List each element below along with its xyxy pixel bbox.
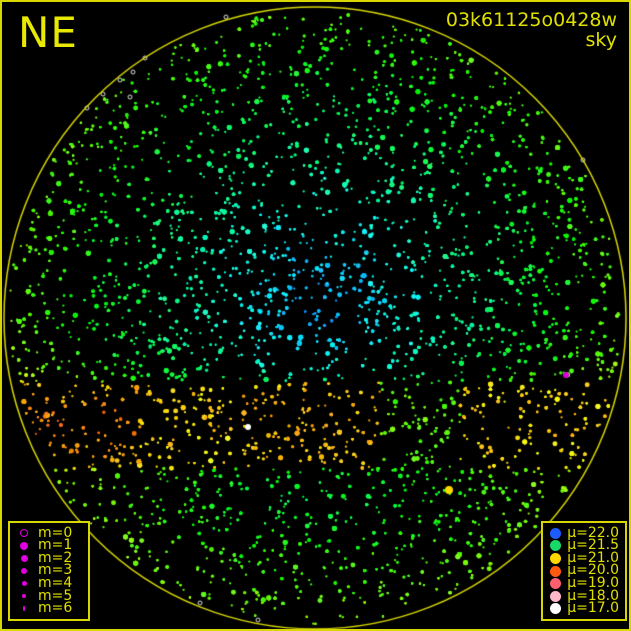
- brightness-legend-item: μ=21.0: [549, 549, 619, 566]
- brightness-swatch-icon: [549, 590, 561, 602]
- brightness-label: μ=22.0: [567, 524, 619, 541]
- magnitude-label: m=4: [38, 574, 73, 591]
- brightness-legend-item: μ=19.0: [549, 574, 619, 591]
- magnitude-symbol-icon: [16, 606, 32, 612]
- brightness-swatch-icon: [549, 527, 561, 539]
- magnitude-legend: m=0 m=1 m=2 m=3 m=4 m=5 m=6: [8, 521, 90, 621]
- magnitude-symbol-icon: [16, 541, 32, 550]
- magnitude-legend-item: m=2: [16, 549, 82, 566]
- brightness-label: μ=21.5: [567, 537, 619, 554]
- brightness-legend-item: μ=18.0: [549, 587, 619, 604]
- brightness-swatch-icon: [549, 603, 561, 615]
- magnitude-label: m=2: [38, 549, 73, 566]
- brightness-swatch-icon: [549, 578, 561, 590]
- brightness-legend-item: μ=22.0: [549, 524, 619, 541]
- brightness-swatch-icon: [549, 565, 561, 577]
- image-info: 03k61125o0428w sky: [446, 10, 617, 50]
- brightness-legend-item: μ=17.0: [549, 600, 619, 617]
- brightness-label: μ=21.0: [567, 549, 619, 566]
- magnitude-symbol-icon: [16, 594, 32, 599]
- magnitude-label: m=1: [38, 537, 73, 554]
- magnitude-label: m=5: [38, 587, 73, 604]
- magnitude-symbol-icon: [16, 529, 32, 538]
- magnitude-symbol-icon: [16, 581, 32, 587]
- magnitude-legend-item: m=6: [16, 600, 82, 617]
- magnitude-legend-item: m=5: [16, 587, 82, 604]
- magnitude-symbol-icon: [16, 554, 32, 562]
- magnitude-legend-item: m=3: [16, 562, 82, 579]
- brightness-label: μ=19.0: [567, 574, 619, 591]
- image-id: 03k61125o0428w: [445, 9, 617, 31]
- direction-label: NE: [18, 8, 78, 57]
- magnitude-label: m=6: [38, 600, 73, 617]
- brightness-swatch-icon: [549, 540, 561, 552]
- brightness-label: μ=17.0: [567, 600, 619, 617]
- magnitude-legend-item: m=0: [16, 524, 82, 541]
- brightness-label: μ=20.0: [567, 562, 619, 579]
- image-type: sky: [585, 29, 617, 51]
- magnitude-legend-item: m=4: [16, 574, 82, 591]
- magnitude-legend-item: m=1: [16, 537, 82, 554]
- magnitude-symbol-icon: [16, 568, 32, 575]
- magnitude-label: m=3: [38, 562, 73, 579]
- brightness-label: μ=18.0: [567, 587, 619, 604]
- brightness-legend-item: μ=20.0: [549, 562, 619, 579]
- brightness-legend-item: μ=21.5: [549, 537, 619, 554]
- brightness-legend: μ=22.0 μ=21.5 μ=21.0 μ=20.0 μ=19.0 μ=18.0 μ=17…: [541, 521, 627, 621]
- magnitude-label: m=0: [38, 524, 73, 541]
- brightness-swatch-icon: [549, 552, 561, 564]
